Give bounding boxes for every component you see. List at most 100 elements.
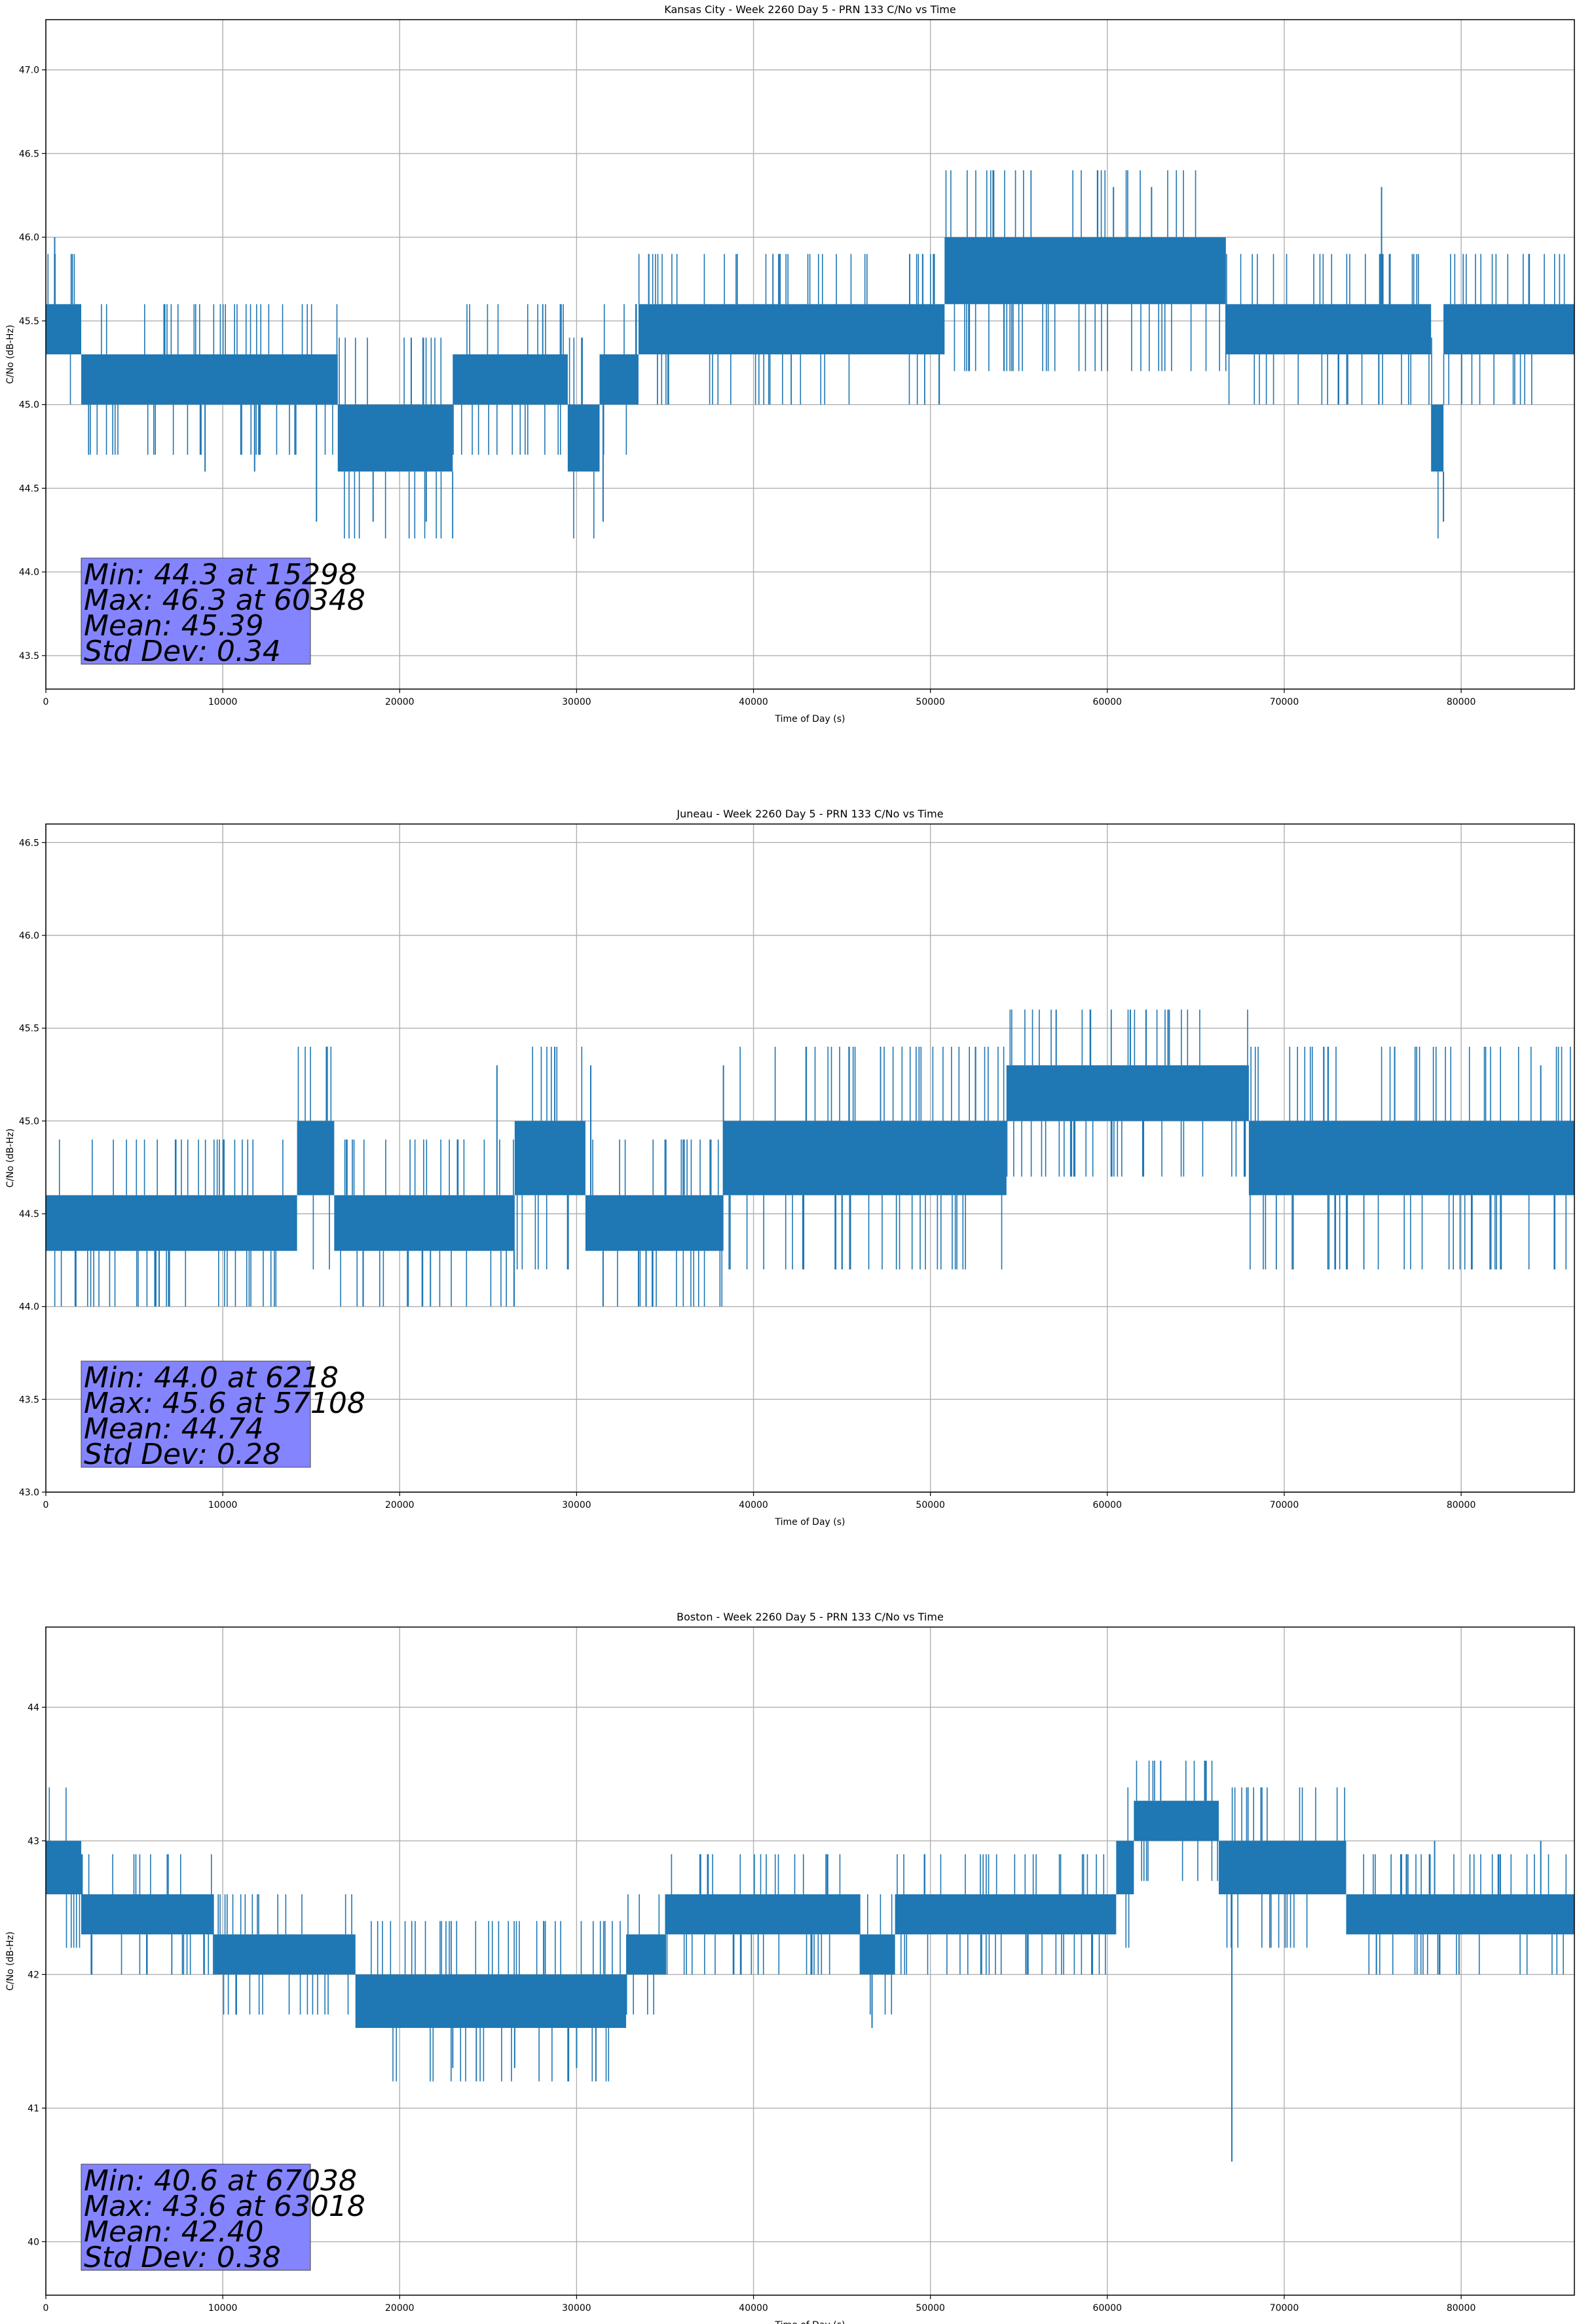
y-axis-label: C/No (dB-Hz) xyxy=(5,1129,16,1188)
data-band xyxy=(1431,404,1444,472)
data-band xyxy=(297,1121,335,1195)
x-tick-label: 70000 xyxy=(1270,1500,1299,1510)
y-tick-label: 46.0 xyxy=(19,931,39,941)
data-band xyxy=(453,354,568,405)
y-tick-label: 43.5 xyxy=(19,1395,39,1405)
kansas-city-chart: Kansas City - Week 2260 Day 5 - PRN 133 … xyxy=(5,3,1575,724)
y-axis-label: C/No (dB-Hz) xyxy=(5,1932,16,1991)
chart-title: Kansas City - Week 2260 Day 5 - PRN 133 … xyxy=(664,3,955,16)
stats-box xyxy=(81,557,311,665)
y-tick-label: 43 xyxy=(28,1836,39,1846)
x-tick-label: 20000 xyxy=(385,697,415,707)
x-tick-label: 40000 xyxy=(739,1500,768,1510)
y-tick-label: 45.0 xyxy=(19,400,39,411)
stats-line: Std Dev: 0.34 xyxy=(84,635,281,668)
x-axis-label: Time of Day (s) xyxy=(775,714,845,724)
stats-line: Max: 45.6 at 57108 xyxy=(84,1387,365,1420)
data-band xyxy=(81,1894,214,1935)
y-tick-label: 44 xyxy=(28,1702,39,1713)
stats-line: Max: 43.6 at 63018 xyxy=(84,2190,365,2223)
data-band xyxy=(1248,1121,1574,1195)
data-band xyxy=(626,1934,665,1975)
x-tick-label: 50000 xyxy=(916,697,945,707)
data-band xyxy=(46,1841,82,1894)
data-band xyxy=(514,1121,585,1195)
y-tick-label: 43.5 xyxy=(19,651,39,662)
stats-line: Mean: 45.39 xyxy=(84,609,264,643)
x-tick-label: 30000 xyxy=(562,1500,591,1510)
x-tick-label: 40000 xyxy=(739,2303,768,2314)
y-axis-label: C/No (dB-Hz) xyxy=(5,325,16,384)
data-band xyxy=(46,1195,297,1251)
chart-title: Juneau - Week 2260 Day 5 - PRN 133 C/No … xyxy=(676,808,943,820)
x-tick-label: 80000 xyxy=(1447,2303,1476,2314)
x-tick-label: 80000 xyxy=(1447,1500,1476,1510)
stats-line: Mean: 42.40 xyxy=(84,2215,264,2249)
data-band xyxy=(1219,1841,1346,1894)
data-band xyxy=(859,1934,895,1975)
data-band xyxy=(665,1894,860,1935)
x-tick-label: 10000 xyxy=(208,2303,238,2314)
y-tick-label: 44.5 xyxy=(19,483,39,494)
y-tick-label: 41 xyxy=(28,2103,39,2114)
x-tick-label: 70000 xyxy=(1270,697,1299,707)
x-tick-label: 70000 xyxy=(1270,2303,1299,2314)
data-band xyxy=(1443,304,1574,354)
x-tick-label: 30000 xyxy=(562,2303,591,2314)
x-tick-label: 30000 xyxy=(562,697,591,707)
data-band xyxy=(1116,1841,1134,1894)
plot-frame xyxy=(45,1626,1575,2296)
stats-line: Std Dev: 0.38 xyxy=(84,2241,281,2274)
x-tick-label: 60000 xyxy=(1093,1500,1122,1510)
stats-line: Min: 44.0 at 6218 xyxy=(84,1361,339,1395)
data-band xyxy=(1346,1894,1574,1935)
x-tick-label: 60000 xyxy=(1093,2303,1122,2314)
data-band xyxy=(585,1195,724,1251)
y-tick-label: 44.5 xyxy=(19,1209,39,1220)
y-tick-label: 45.5 xyxy=(19,1024,39,1034)
stats-line: Min: 44.3 at 15298 xyxy=(84,558,357,591)
data-band xyxy=(355,1974,627,2028)
stats-line: Max: 46.3 at 60348 xyxy=(84,584,365,617)
y-tick-label: 44.0 xyxy=(19,1302,39,1313)
data-band xyxy=(599,354,639,405)
data-band xyxy=(567,404,600,472)
plot-frame xyxy=(45,823,1575,1493)
y-tick-label: 46.5 xyxy=(19,838,39,848)
x-axis-label: Time of Day (s) xyxy=(775,1517,845,1527)
x-tick-label: 0 xyxy=(43,697,49,707)
data-band xyxy=(46,304,82,354)
boston-chart: Boston - Week 2260 Day 5 - PRN 133 C/No … xyxy=(5,1611,1575,2324)
x-tick-label: 50000 xyxy=(916,2303,945,2314)
x-tick-label: 20000 xyxy=(385,2303,415,2314)
y-tick-label: 42 xyxy=(28,1970,39,1980)
data-band xyxy=(334,1195,515,1251)
data-band xyxy=(1225,304,1432,354)
y-tick-label: 44.0 xyxy=(19,567,39,578)
x-tick-label: 80000 xyxy=(1447,697,1476,707)
x-axis-label: Time of Day (s) xyxy=(775,2320,845,2324)
stats-box xyxy=(81,2164,311,2271)
data-band xyxy=(1134,1801,1219,1841)
stats-box xyxy=(81,1360,311,1468)
x-tick-label: 0 xyxy=(43,1500,49,1510)
stats-line: Std Dev: 0.28 xyxy=(84,1438,281,1471)
data-band xyxy=(81,354,338,405)
stats-line: Mean: 44.74 xyxy=(84,1412,264,1446)
data-band xyxy=(723,1121,1007,1195)
y-tick-label: 40 xyxy=(28,2237,39,2247)
juneau-chart: Juneau - Week 2260 Day 5 - PRN 133 C/No … xyxy=(5,808,1575,1527)
x-tick-label: 10000 xyxy=(208,1500,238,1510)
x-tick-label: 40000 xyxy=(739,697,768,707)
y-tick-label: 43.0 xyxy=(19,1488,39,1498)
data-band xyxy=(638,304,945,354)
data-band xyxy=(895,1894,1117,1935)
y-tick-label: 45.0 xyxy=(19,1116,39,1127)
chart-title: Boston - Week 2260 Day 5 - PRN 133 C/No … xyxy=(677,1611,944,1623)
x-tick-label: 20000 xyxy=(385,1500,415,1510)
y-tick-label: 46.0 xyxy=(19,233,39,243)
y-tick-label: 46.5 xyxy=(19,149,39,159)
data-band xyxy=(1006,1065,1249,1121)
stats-line: Min: 40.6 at 67038 xyxy=(84,2164,357,2198)
